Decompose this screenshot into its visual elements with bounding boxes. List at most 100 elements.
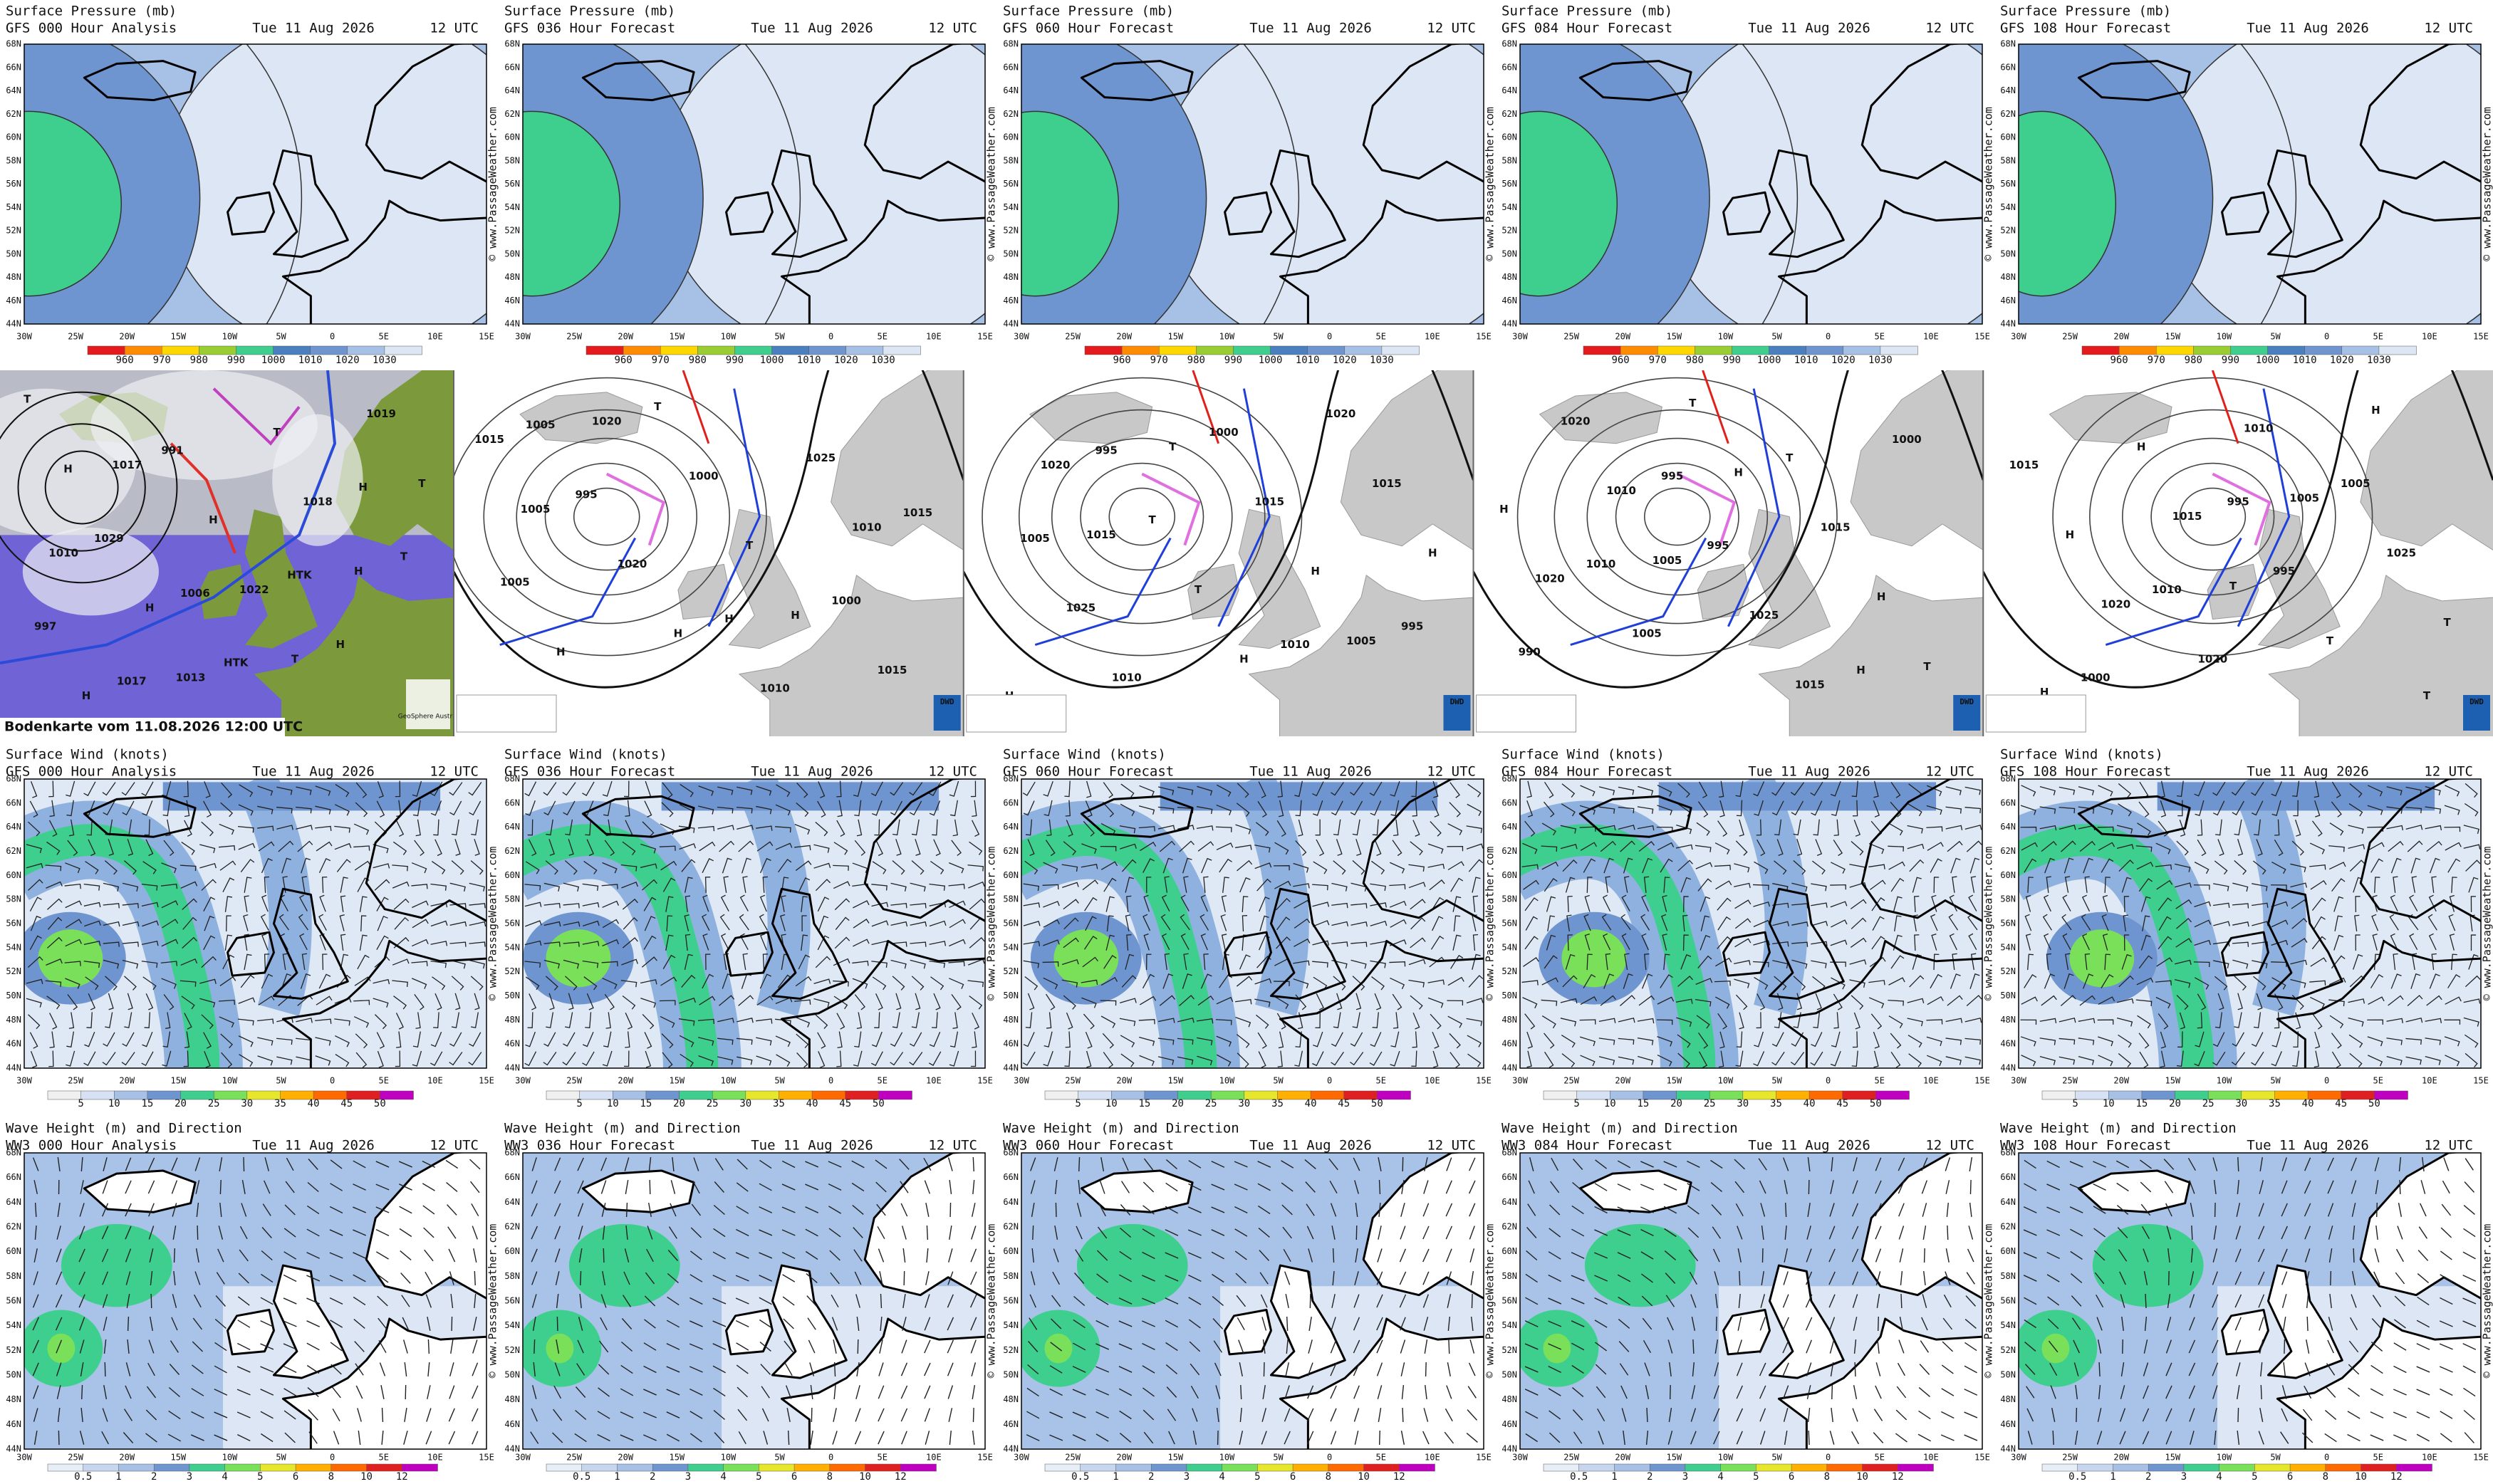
wind-barb — [1066, 820, 1073, 837]
colorbar-segment — [402, 1463, 438, 1472]
lat-label: 68N — [2000, 39, 2016, 49]
isobar — [483, 409, 731, 625]
wind-barb — [238, 804, 254, 816]
wind-barb — [1276, 1013, 1286, 1030]
wind-barb — [2079, 840, 2096, 852]
wind-barb — [1676, 1017, 1692, 1028]
colorbar-segment — [845, 345, 884, 355]
lat-label: 62N — [6, 1222, 21, 1232]
wave-arrow — [1095, 1366, 1110, 1373]
lat-label: 52N — [6, 226, 21, 236]
wave-arrow — [851, 1182, 865, 1192]
wind-barb — [756, 841, 774, 852]
isobar — [1018, 409, 1266, 625]
wind-barb — [1926, 1036, 1942, 1047]
wind-barb — [470, 1012, 479, 1028]
wave-arrow — [1422, 1271, 1430, 1285]
cold-front — [1570, 537, 1707, 647]
wind-barb — [2431, 953, 2437, 971]
wave-arrow — [2439, 1320, 2453, 1327]
wind-barb — [2231, 782, 2245, 796]
wave-arrow — [1920, 1340, 1930, 1353]
wind-barb — [1969, 973, 1980, 989]
colorbar-segment — [808, 345, 847, 355]
colorbar-segment — [1543, 1463, 1580, 1472]
wind-barb — [353, 823, 370, 835]
wind-barb — [2311, 936, 2326, 950]
colorbar-segment — [1344, 345, 1383, 355]
wave-arrow — [736, 1364, 749, 1374]
pressure-label: 1025 — [806, 451, 836, 464]
wave-arrow — [2462, 1365, 2476, 1374]
wave-arrow — [1830, 1362, 1834, 1376]
lat-label: 48N — [1003, 272, 1019, 282]
wave-arrow — [1918, 1387, 1930, 1397]
land — [2221, 931, 2269, 977]
wind-barb — [742, 876, 748, 893]
wind-barb — [2179, 1012, 2186, 1030]
wave-arrow — [260, 1366, 274, 1373]
wave-arrow — [899, 1159, 910, 1170]
wind-barb — [1583, 973, 1596, 989]
wind-barb — [2291, 938, 2308, 948]
wind-barb — [818, 781, 826, 798]
wave-arrow — [624, 1157, 630, 1171]
lat-label: 58N — [2000, 1271, 2016, 1281]
wave-arrow — [949, 1226, 952, 1240]
colorbar-label: 30 — [241, 1098, 253, 1109]
wind-barb — [257, 1018, 274, 1024]
wind-barb — [2310, 879, 2327, 890]
lon-label: 0 — [330, 332, 335, 342]
wind-barb — [1372, 1012, 1379, 1028]
wind-barb — [430, 960, 447, 968]
wind-barb — [2311, 820, 2323, 837]
wave-arrow — [1875, 1248, 1882, 1263]
wave-arrow — [2069, 1183, 2083, 1191]
wave-arrow — [1853, 1339, 1857, 1354]
land — [863, 44, 985, 183]
wave-arrow — [901, 1339, 907, 1354]
watermark: © www.PassageWeather.com — [1484, 1224, 1497, 1379]
lon-label: 5E — [1376, 332, 1386, 342]
wind-barb — [1790, 1052, 1805, 1066]
colorbar-label: 970 — [153, 355, 171, 366]
lat-label: 48N — [504, 1015, 520, 1025]
colorbar-segment — [1843, 345, 1881, 355]
wind-barb — [2331, 878, 2346, 892]
wave-arrow — [1049, 1388, 1063, 1396]
lon-label: 10W — [2217, 1076, 2232, 1086]
wind-barb — [1567, 896, 1573, 912]
wind-barb — [2121, 953, 2132, 970]
wind-barb — [1278, 800, 1284, 817]
wind-barb — [1432, 1032, 1440, 1049]
wave-arrow — [2463, 1387, 2476, 1397]
wave-arrow — [1073, 1273, 1085, 1284]
wind-barb — [1298, 1012, 1303, 1030]
wind-barb — [160, 961, 178, 966]
lat-label: 66N — [1501, 1172, 1517, 1182]
wind-barb — [184, 1013, 192, 1030]
wave-arrow — [307, 1387, 319, 1397]
lat-label: 62N — [504, 846, 520, 856]
wind-barb — [334, 825, 350, 833]
wave-arrow — [2327, 1203, 2334, 1217]
wind-barb — [2314, 800, 2321, 817]
wave-arrow — [2353, 1248, 2355, 1263]
wind-barb — [430, 883, 447, 891]
lon-label: 10E — [427, 1453, 443, 1463]
wind-barb — [1298, 819, 1303, 837]
wind-barb — [1907, 1018, 1923, 1027]
wave-arrow — [353, 1160, 366, 1169]
wind-barb — [2097, 826, 2114, 832]
wave-arrow — [2188, 1385, 2195, 1399]
lat-label: 62N — [2000, 109, 2016, 119]
panel-date: Tue 11 Aug 2026 — [2247, 21, 2369, 36]
wave-arrow — [949, 1179, 952, 1195]
wind-barb — [582, 1032, 594, 1047]
wind-barb — [414, 994, 425, 1010]
wave-arrow — [195, 1248, 199, 1263]
wind-barb — [2081, 914, 2091, 931]
land — [365, 44, 486, 183]
wave-arrow — [1052, 1271, 1061, 1285]
wind-barb — [244, 934, 249, 951]
